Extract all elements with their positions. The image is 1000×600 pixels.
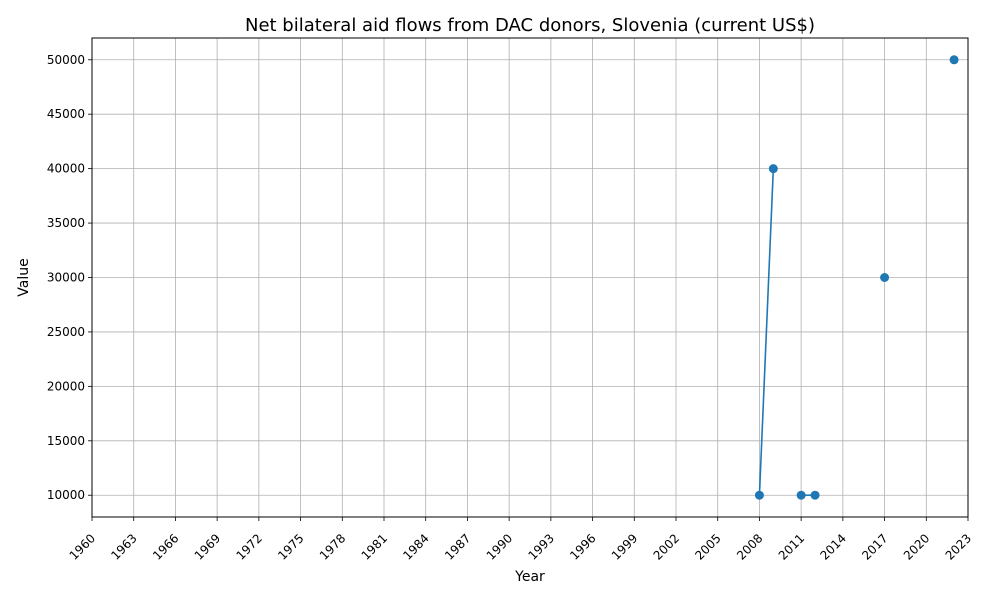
data-point: [768, 164, 778, 174]
x-axis-label: Year: [514, 569, 545, 585]
y-tick-label: 30000: [47, 271, 85, 285]
y-tick-label: 50000: [47, 53, 85, 67]
y-tick-label: 10000: [47, 488, 85, 502]
data-point: [880, 273, 890, 282]
data-point: [754, 490, 764, 500]
y-tick-label: 20000: [47, 379, 85, 393]
grid-layer: [91, 38, 969, 517]
data-point: [810, 490, 820, 500]
series-layer: [754, 55, 959, 500]
y-axis-label: Value: [16, 258, 32, 296]
y-tick-label: 40000: [47, 162, 85, 176]
y-tick-label: 45000: [47, 107, 85, 121]
y-tick-label: 15000: [47, 434, 85, 448]
y-tick-label: 25000: [47, 325, 85, 339]
data-point: [796, 490, 806, 500]
series-line: [758, 168, 775, 496]
y-tick-label: 35000: [47, 216, 85, 230]
data-point: [949, 55, 959, 65]
chart-title: Net bilateral aid flows from DAC donors,…: [245, 15, 815, 36]
